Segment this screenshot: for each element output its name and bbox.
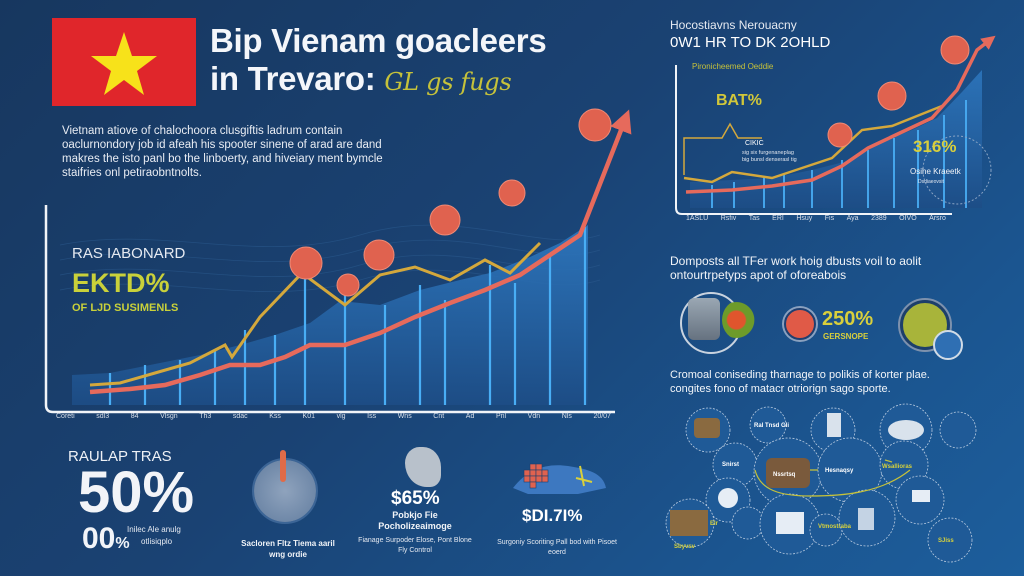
bottom-stat-big-value: 50% <box>78 460 195 525</box>
stat2-value: $65% <box>391 488 440 509</box>
main-chart <box>40 108 632 425</box>
map-grid-icon <box>508 458 608 496</box>
right-middle-stat-label: GERSNOPE <box>823 332 869 341</box>
right-chart-box-title: CIKIC <box>745 140 764 147</box>
main-callout-sub: OF LJD SUSIMENLS <box>72 302 179 314</box>
x-tick: Pnl <box>495 413 507 420</box>
globe-icon <box>722 300 758 340</box>
right-middle-heading: Domposts all TFer work hoig dbusts voil … <box>670 254 922 282</box>
x-tick: 2389 <box>871 215 887 222</box>
bubble-label: Wsallioras <box>882 464 913 470</box>
x-tick: OIVO <box>899 215 917 222</box>
small-value: 00 <box>82 522 116 555</box>
map-icon <box>405 447 441 487</box>
stat3-value: $DI.7I% <box>522 506 583 525</box>
x-tick: Th3 <box>199 413 212 420</box>
right-chart-big-label: Osihe Kraeetk <box>910 167 961 176</box>
x-tick: 1ASLU <box>686 215 709 222</box>
bubble-label: Sbyvsv <box>674 544 696 550</box>
x-tick: 20/07 <box>593 413 611 420</box>
right-chart-title: 0W1 HR TO DK 2OHLD <box>670 34 831 51</box>
x-tick: K01 <box>302 413 315 420</box>
x-tick: Kss <box>269 413 281 420</box>
right-chart-big-value: 316% <box>913 137 957 156</box>
right-middle-stat-value: 250% <box>822 308 874 330</box>
right-chart <box>672 10 996 225</box>
bubble-label: Ral Tnsd Gli <box>754 423 789 429</box>
x-tick: Tas <box>748 215 760 222</box>
stat3-text: Surgoniy Scoriting Pall bod with Pisoet … <box>497 539 617 556</box>
x-tick: sdl3 <box>96 413 110 420</box>
main-callout-value: EKTD% <box>72 268 170 298</box>
stat2-text: Fianage Surpoder Elose, Pont Blone Fly C… <box>358 537 472 554</box>
bubble-label: Snirst <box>722 462 739 468</box>
lamp-stem-icon <box>280 450 286 482</box>
main-callout-label: RAS IABONARD <box>72 245 186 262</box>
bottom-stat-small-value: 00% <box>82 522 130 556</box>
bubble-label: Elr <box>710 521 719 527</box>
bottom-stat-label: RAULAP TRAS <box>68 448 172 465</box>
x-tick: Fis <box>824 215 835 222</box>
red-badge-icon <box>784 308 816 340</box>
x-tick: Coreti <box>56 413 75 420</box>
right-chart-subtitle: Hocostiavns Nerouacny <box>670 18 797 32</box>
bubble-label: SJiss <box>938 538 954 544</box>
star-icon <box>52 18 196 106</box>
main-x-axis: Coreti sdl3 84 Vlsgn Th3 sdac Kss K01 vl… <box>56 413 611 420</box>
bottom-stat-small-text: Inilec Ale anulg otlisiqplo <box>127 524 181 548</box>
title-line-2: in Trevaro: <box>210 60 376 97</box>
right-chart-big-sub: Dsdiaeovsit <box>918 179 944 185</box>
stat1-text: Sacloren Fltz Tiema aaril wng ordie <box>241 539 335 559</box>
x-tick: Cnt <box>433 413 445 420</box>
right-chart-callout: BAT% <box>716 92 762 109</box>
page-title: Bip Vienam goacleers in Trevaro: GL gs f… <box>210 22 547 101</box>
x-tick: Arsro <box>929 215 946 222</box>
x-tick: Vlsgn <box>160 413 178 420</box>
x-tick: Ad <box>465 413 475 420</box>
device-icon <box>688 298 720 340</box>
small-pct: % <box>115 535 130 552</box>
small-text-2: otlisiqplo <box>141 537 173 546</box>
bubble-network: Wsallioras Elr Vtmostraba SJiss Sbyvsv N… <box>660 400 1024 576</box>
title-line-1: Bip Vienam goacleers <box>210 22 547 59</box>
intro-paragraph: Vietnam atiove of chalochoora clusgiftis… <box>62 125 383 179</box>
small-text-1: Inilec Ale anulg <box>127 525 181 534</box>
vietnam-flag <box>52 18 196 106</box>
x-tick: Wns <box>397 413 412 420</box>
bubble-label: Vtmostraba <box>818 524 852 530</box>
x-tick: Vdn <box>527 413 541 420</box>
x-tick: ERI <box>772 215 784 222</box>
bubble-label: Hesnaqsy <box>825 468 854 474</box>
x-tick: Iss <box>367 413 377 420</box>
x-tick: vlg <box>336 413 346 420</box>
right-middle-body: Cromoal coniseding tharnage to polikis o… <box>670 369 930 395</box>
ship-icon <box>933 330 963 360</box>
x-tick: Rsfiv <box>720 215 737 222</box>
bubble-label: Nssrtsq <box>773 472 796 478</box>
title-accent: GL gs fugs <box>384 68 512 96</box>
x-tick: Hsuy <box>796 215 813 222</box>
x-tick: sdac <box>232 413 248 420</box>
stat2-label: Pobkjo Fie Pocholizeaimoge <box>378 510 452 531</box>
x-tick: Aya <box>846 215 859 222</box>
x-tick: Nls <box>561 413 572 420</box>
right-chart-box-text: sig six furgenaneplag big bunsl denseras… <box>742 150 797 163</box>
right-chart-tag: Pironicheemed Oeddie <box>692 62 774 71</box>
right-x-axis: 1ASLU Rsfiv Tas ERI Hsuy Fis Aya 2389 OI… <box>686 215 946 222</box>
x-tick: 84 <box>130 413 139 420</box>
